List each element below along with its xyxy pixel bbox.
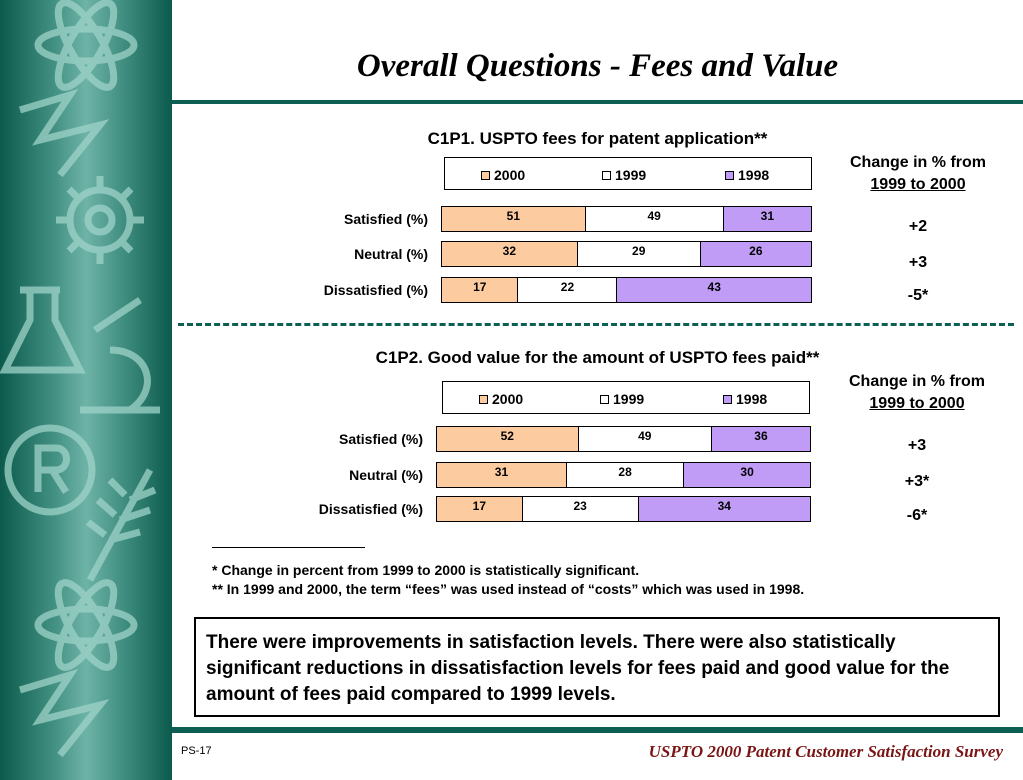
chart-2-legend: 2000 1999 1998 (442, 381, 810, 414)
legend-item-1999: 1999 (602, 167, 646, 183)
bar-segment-1998: 26 (700, 242, 811, 266)
chart-2-title: C1P2. Good value for the amount of USPTO… (375, 348, 820, 367)
atom-icon (34, 579, 138, 671)
gear-icon (56, 176, 144, 264)
bar-segment-1998: 34 (638, 497, 810, 521)
footnote-significance: * Change in percent from 1999 to 2000 is… (212, 562, 640, 578)
legend-label: 2000 (494, 167, 526, 183)
microscope-icon (80, 297, 160, 414)
chart-1-change-dissatisfied: -5* (907, 287, 929, 304)
bar-segment-2000: 51 (442, 207, 586, 231)
bar-segment-1998: 36 (711, 427, 810, 451)
category-label: Neutral (%) (354, 246, 428, 262)
wheat-icon (85, 468, 157, 582)
chart-1-change-satisfied: +2 (908, 218, 928, 235)
lightning-icon (18, 668, 110, 758)
chart-1-change-neutral: +3 (908, 254, 928, 271)
bar-segment-2000: 17 (437, 497, 523, 521)
legend-swatch (723, 394, 732, 404)
bar-segment-1999: 49 (578, 427, 712, 451)
legend-swatch (725, 170, 734, 180)
legend-label: 1998 (736, 391, 768, 407)
bar-segment-2000: 32 (442, 242, 578, 266)
legend-label: 1999 (613, 391, 645, 407)
decorative-sidebar (0, 0, 172, 780)
page-title: Overall Questions - Fees and Value (356, 48, 839, 84)
footnote-terminology: ** In 1999 and 2000, the term “fees” was… (212, 581, 805, 597)
bar-segment-1999: 23 (522, 497, 639, 521)
bar-segment-1999: 28 (566, 463, 685, 487)
bar-segment-2000: 17 (442, 278, 519, 302)
bar-segment-2000: 31 (437, 463, 567, 487)
registered-icon (4, 424, 96, 516)
change-header-line1: Change in % from (849, 154, 986, 171)
category-label: Satisfied (%) (343, 211, 428, 227)
chart-1-title: C1P1. USPTO fees for patent application*… (427, 129, 768, 148)
bar-segment-1999: 22 (518, 278, 618, 302)
title-rule (172, 100, 1023, 104)
legend-item-1998: 1998 (725, 167, 769, 183)
bar-row: 51 49 31 (441, 206, 812, 232)
chart-1-change-header: Change in % from 1999 to 2000 (828, 152, 1008, 196)
bar-segment-1998: 43 (617, 278, 811, 302)
footer-rule (172, 727, 1023, 733)
legend-swatch (602, 170, 611, 180)
legend-item-1999: 1999 (600, 391, 644, 407)
footer-title: USPTO 2000 Patent Customer Satisfaction … (648, 742, 1003, 761)
chart-2-change-satisfied: +3 (907, 437, 927, 454)
legend-swatch (600, 394, 609, 404)
bar-row: 52 49 36 (436, 426, 811, 452)
legend-label: 2000 (492, 391, 524, 407)
legend-item-2000: 2000 (481, 167, 525, 183)
chart-2-change-dissatisfied: -6* (906, 507, 928, 524)
legend-item-1998: 1998 (723, 391, 767, 407)
bar-segment-1999: 29 (577, 242, 701, 266)
category-label: Dissatisfied (%) (318, 501, 423, 517)
change-header-line2: 1999 to 2000 (870, 176, 966, 193)
chart-2-change-neutral: +3* (904, 473, 930, 490)
bar-row: 17 23 34 (436, 496, 811, 522)
legend-swatch (479, 394, 488, 404)
category-label: Satisfied (%) (338, 431, 423, 447)
summary-box: There were improvements in satisfaction … (194, 617, 1000, 717)
page-number: PS-17 (181, 745, 212, 757)
change-header-line2: 1999 to 2000 (869, 395, 965, 412)
bar-segment-2000: 52 (437, 427, 579, 451)
legend-label: 1998 (738, 167, 770, 183)
bar-segment-1998: 31 (723, 207, 811, 231)
category-label: Dissatisfied (%) (323, 282, 428, 298)
bar-segment-1998: 30 (684, 463, 810, 487)
change-header-line1: Change in % from (848, 373, 985, 390)
footnote-rule (212, 547, 365, 548)
atom-icon (34, 0, 138, 91)
chart-2-change-header: Change in % from 1999 to 2000 (827, 371, 1007, 415)
sidebar-pattern (0, 0, 160, 758)
flask-icon (0, 286, 86, 374)
category-label: Neutral (%) (349, 467, 423, 483)
bar-row: 32 29 26 (441, 241, 812, 267)
bar-segment-1999: 49 (585, 207, 724, 231)
section-divider (178, 323, 1014, 326)
bar-row: 31 28 30 (436, 462, 811, 488)
legend-item-2000: 2000 (479, 391, 523, 407)
legend-label: 1999 (615, 167, 647, 183)
chart-1-legend: 2000 1999 1998 (444, 157, 812, 190)
lightning-icon (18, 88, 110, 178)
legend-swatch (481, 170, 490, 180)
bar-row: 17 22 43 (441, 277, 812, 303)
